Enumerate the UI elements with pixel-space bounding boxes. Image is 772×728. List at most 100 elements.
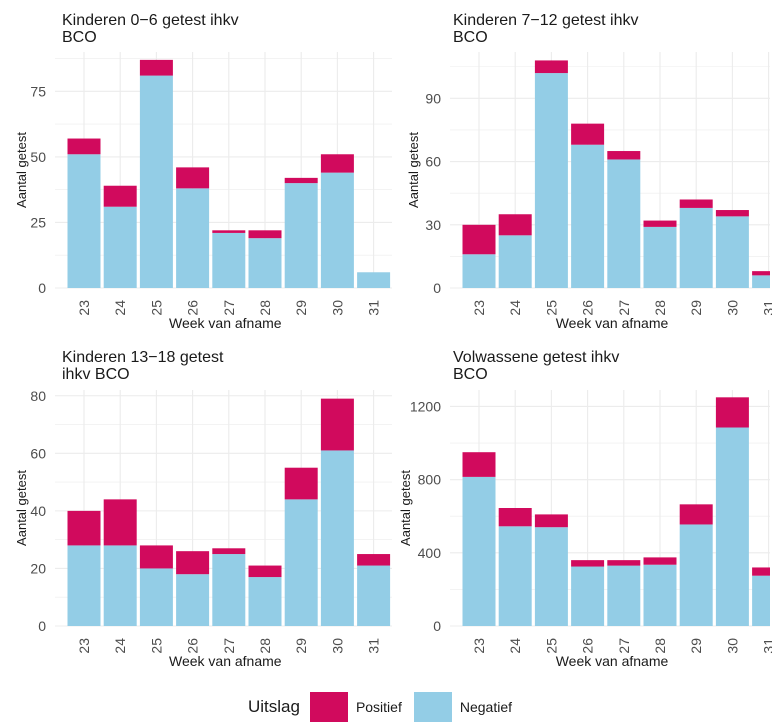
y-tick-label: 80 bbox=[30, 388, 46, 404]
bar-positief-week-25 bbox=[139, 59, 173, 76]
bar-negatief-week-28 bbox=[643, 564, 677, 626]
x-tick-label-27: 27 bbox=[221, 638, 237, 654]
bar-positief-week-29 bbox=[284, 467, 318, 500]
x-tick-label-24: 24 bbox=[112, 300, 128, 316]
x-tick-label-31: 31 bbox=[761, 638, 772, 654]
x-tick-label-24: 24 bbox=[112, 638, 128, 654]
bar-negatief-week-24 bbox=[103, 206, 137, 288]
y-tick-label: 20 bbox=[30, 560, 46, 576]
bar-positief-week-25 bbox=[534, 514, 568, 528]
bar-positief-week-27 bbox=[607, 151, 641, 160]
x-tick-label-26: 26 bbox=[580, 300, 596, 316]
legend-label-positief: Positief bbox=[355, 699, 402, 715]
bar-positief-week-30 bbox=[320, 398, 354, 451]
y-tick-label: 50 bbox=[30, 149, 46, 165]
bar-negatief-week-30 bbox=[320, 172, 354, 288]
bar-positief-week-30 bbox=[320, 154, 354, 173]
bars bbox=[67, 398, 391, 626]
x-tick-label-23: 23 bbox=[76, 638, 92, 654]
bar-negatief-week-24 bbox=[498, 235, 532, 288]
x-tick-label-31: 31 bbox=[761, 300, 772, 316]
y-tick-label: 60 bbox=[425, 154, 441, 170]
bar-positief-week-28 bbox=[248, 565, 282, 578]
bar-negatief-week-23 bbox=[462, 476, 496, 626]
x-tick-label-25: 25 bbox=[148, 638, 164, 654]
y-tick-label: 0 bbox=[38, 280, 46, 296]
bar-positief-week-25 bbox=[139, 545, 173, 569]
bar-negatief-week-23 bbox=[67, 545, 101, 626]
bar-positief-week-24 bbox=[498, 214, 532, 236]
x-tick-label-25: 25 bbox=[148, 300, 164, 316]
x-tick-label-30: 30 bbox=[329, 300, 345, 316]
bar-positief-week-31 bbox=[357, 554, 391, 566]
x-tick-label-29: 29 bbox=[293, 300, 309, 316]
legend-swatch-negatief bbox=[413, 692, 452, 722]
x-tick-label-24: 24 bbox=[507, 300, 523, 316]
y-tick-label: 25 bbox=[30, 214, 46, 230]
x-tick-label-30: 30 bbox=[724, 300, 740, 316]
bar-negatief-week-23 bbox=[462, 254, 496, 288]
chart-panel-4: 0 400 800 1200 23 24 25 26 27 28 29 30 31 Volwassene … bbox=[398, 349, 772, 669]
y-tick-label: 30 bbox=[425, 217, 441, 233]
x-axis-label: Week van afname bbox=[556, 315, 669, 331]
bar-positief-week-25 bbox=[534, 60, 568, 74]
bar-positief-week-29 bbox=[679, 504, 713, 525]
y-tick-label: 75 bbox=[30, 83, 46, 99]
bar-positief-week-26 bbox=[176, 167, 210, 189]
bar-negatief-week-29 bbox=[284, 183, 318, 288]
chart-panel-1: 0 25 50 75 23 24 25 26 27 28 29 30 31 Kinderen 0−6 ge… bbox=[14, 12, 392, 331]
x-tick-label-27: 27 bbox=[616, 638, 632, 654]
bar-positief-week-23 bbox=[67, 510, 101, 546]
bar-positief-week-24 bbox=[103, 499, 137, 546]
y-tick-label: 0 bbox=[38, 618, 46, 634]
bar-negatief-week-23 bbox=[67, 154, 101, 288]
bar-positief-week-27 bbox=[212, 230, 246, 233]
x-tick-label-23: 23 bbox=[471, 638, 487, 654]
legend-title: Uitslag bbox=[247, 697, 300, 716]
bar-negatief-week-27 bbox=[607, 565, 641, 626]
x-axis-label: Week van afname bbox=[556, 653, 669, 669]
bar-negatief-week-25 bbox=[139, 568, 173, 626]
bar-negatief-week-28 bbox=[248, 577, 282, 626]
bar-positief-week-26 bbox=[571, 123, 605, 145]
bar-negatief-week-28 bbox=[248, 238, 282, 288]
y-tick-label: 400 bbox=[418, 545, 442, 561]
legend-swatch-positief bbox=[309, 692, 348, 722]
bar-negatief-week-27 bbox=[607, 159, 641, 288]
bar-negatief-week-30 bbox=[320, 450, 354, 626]
x-tick-label-26: 26 bbox=[185, 638, 201, 654]
y-tick-label: 800 bbox=[418, 472, 442, 488]
x-tick-label-31: 31 bbox=[366, 300, 382, 316]
x-tick-label-31: 31 bbox=[366, 638, 382, 654]
bar-positief-week-26 bbox=[571, 560, 605, 567]
bar-negatief-week-31 bbox=[357, 272, 391, 288]
y-tick-label: 90 bbox=[425, 90, 441, 106]
x-tick-label-23: 23 bbox=[471, 300, 487, 316]
x-tick-label-26: 26 bbox=[185, 300, 201, 316]
bar-positief-week-30 bbox=[715, 210, 749, 217]
bar-positief-week-28 bbox=[248, 230, 282, 239]
bar-positief-week-26 bbox=[176, 551, 210, 575]
bar-negatief-week-24 bbox=[498, 526, 532, 626]
bar-negatief-week-31 bbox=[752, 575, 770, 626]
bar-negatief-week-26 bbox=[571, 144, 605, 288]
bar-positief-week-27 bbox=[607, 560, 641, 566]
bars bbox=[462, 397, 770, 626]
y-tick-label: 40 bbox=[30, 503, 46, 519]
x-tick-label-30: 30 bbox=[724, 638, 740, 654]
chart-panel-2: 0 30 60 90 23 24 25 26 27 28 29 30 31 Kinderen 7−12 g… bbox=[406, 12, 772, 331]
bar-positief-week-31 bbox=[752, 567, 770, 576]
x-tick-label-27: 27 bbox=[221, 300, 237, 316]
bar-negatief-week-31 bbox=[357, 565, 391, 626]
x-tick-label-29: 29 bbox=[293, 638, 309, 654]
chart-title: Kinderen 0−6 getest ihkv BCO bbox=[62, 12, 239, 46]
bar-positief-week-23 bbox=[462, 224, 496, 255]
bar-positief-week-28 bbox=[643, 220, 677, 227]
bar-negatief-week-30 bbox=[715, 216, 749, 288]
bar-negatief-week-28 bbox=[643, 226, 677, 288]
bar-positief-week-31 bbox=[752, 271, 770, 276]
y-axis-label: Aantal getest bbox=[406, 132, 421, 208]
x-axis-label: Week van afname bbox=[169, 315, 282, 331]
x-tick-label-28: 28 bbox=[652, 300, 668, 316]
bar-positief-week-30 bbox=[715, 397, 749, 428]
